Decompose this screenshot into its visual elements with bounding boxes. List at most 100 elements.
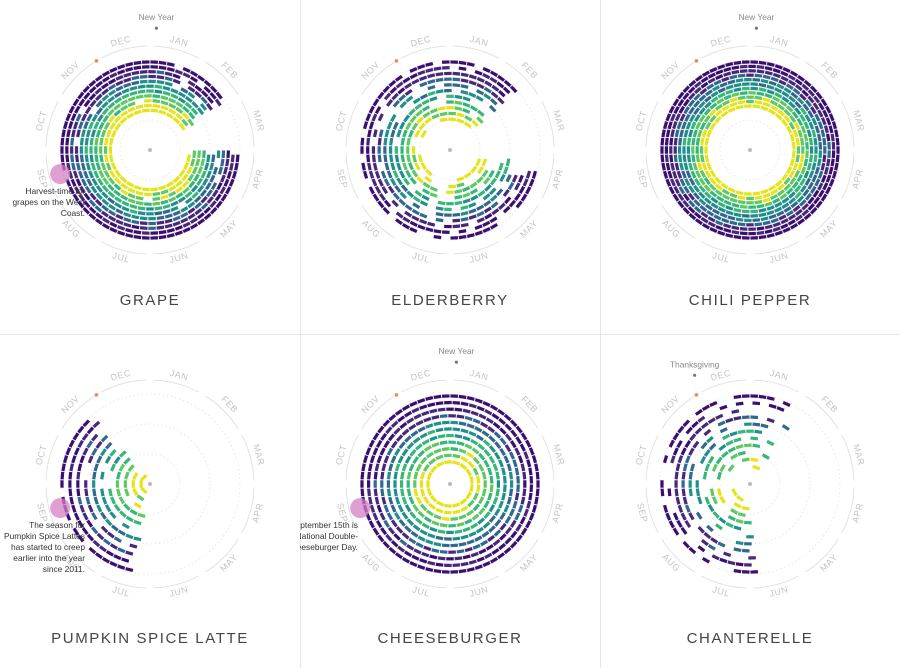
data-bar (421, 438, 430, 446)
data-bar (735, 104, 744, 110)
data-bar (444, 503, 452, 508)
data-bar (704, 101, 712, 109)
data-bar (503, 504, 510, 513)
data-bar (731, 92, 740, 98)
data-bar (88, 85, 97, 94)
data-bar (797, 218, 806, 226)
data-bar (168, 102, 177, 110)
data-bar (487, 492, 493, 501)
data-bar (768, 213, 777, 220)
annotation-line: earlier into the year (13, 553, 85, 563)
data-bar (199, 189, 208, 197)
data-bar (697, 496, 703, 505)
data-bar (741, 570, 750, 574)
data-bar (75, 113, 82, 122)
data-bar (425, 567, 434, 572)
data-bar (175, 112, 183, 121)
data-bar (398, 518, 406, 527)
data-bar (707, 543, 716, 551)
month-arc (541, 434, 555, 481)
data-bar (673, 185, 680, 195)
data-bar (409, 66, 418, 73)
data-bar (536, 480, 540, 488)
data-bar (697, 525, 705, 534)
data-bar (739, 231, 748, 236)
data-bar (503, 79, 512, 88)
data-bar (361, 162, 366, 171)
data-bar (412, 97, 421, 105)
data-bar (498, 89, 506, 98)
data-bar (76, 488, 81, 497)
data-bar (721, 193, 731, 201)
data-bar (467, 499, 475, 508)
data-bar (403, 114, 411, 123)
data-bar (114, 169, 122, 178)
data-bar (141, 65, 150, 69)
data-bar (510, 429, 518, 438)
data-bar (205, 189, 213, 198)
data-bar (834, 162, 839, 171)
data-bar (503, 455, 510, 464)
data-bar (756, 91, 765, 97)
data-bar (98, 545, 107, 553)
data-bar (427, 560, 436, 566)
data-bar (815, 200, 823, 209)
data-bar (531, 504, 538, 513)
data-bar (695, 154, 701, 163)
data-bar (86, 519, 94, 528)
data-bar (123, 457, 131, 465)
data-bar (793, 121, 801, 131)
data-bar (382, 85, 391, 94)
data-bar (417, 535, 426, 542)
month-label-jul: JUL (711, 250, 731, 264)
data-bar (719, 427, 728, 434)
data-bar (417, 510, 426, 519)
data-bar (788, 197, 796, 205)
data-bar (735, 78, 744, 83)
data-bar (733, 416, 742, 421)
data-bar (535, 488, 540, 497)
data-bar (95, 162, 102, 171)
data-bar (437, 434, 446, 439)
data-bar (181, 173, 189, 182)
data-bar (423, 416, 432, 423)
data-bar (399, 480, 404, 488)
data-bar (386, 512, 394, 521)
data-bar (693, 192, 701, 200)
data-bar (511, 174, 518, 183)
data-bar (750, 60, 759, 64)
data-bar (118, 496, 126, 505)
data-bar (776, 210, 785, 217)
data-bar (68, 439, 75, 448)
data-bar (807, 110, 814, 119)
data-bar (367, 129, 372, 138)
data-bar (124, 471, 130, 480)
data-bar (677, 504, 684, 513)
data-bar (723, 71, 732, 77)
month-label-jan: JAN (169, 34, 190, 49)
data-bar (719, 557, 728, 564)
data-bar (101, 217, 111, 224)
radial-chart-pumpkin-spice-latte: DEC JANFEBMARAPRMAYJUNJULAUGSEPOCTNOVThe … (4, 368, 266, 599)
data-bar (811, 162, 817, 171)
data-bar (787, 213, 797, 221)
data-bar (673, 105, 680, 115)
data-bar (415, 109, 424, 117)
data-bar (462, 526, 471, 533)
data-bar (675, 496, 681, 505)
data-bar (735, 562, 744, 567)
data-bar (395, 526, 404, 534)
data-bar (468, 74, 477, 80)
data-bar (380, 170, 387, 179)
month-label-jul: JUL (111, 584, 131, 598)
data-bar (462, 96, 471, 102)
data-bar (694, 74, 703, 82)
data-bar (372, 512, 379, 521)
data-bar (186, 154, 192, 163)
data-bar (158, 234, 167, 240)
data-bar (426, 509, 434, 517)
data-bar (800, 125, 807, 134)
data-bar (708, 442, 717, 451)
month-arc (45, 153, 59, 200)
data-bar (175, 186, 184, 194)
